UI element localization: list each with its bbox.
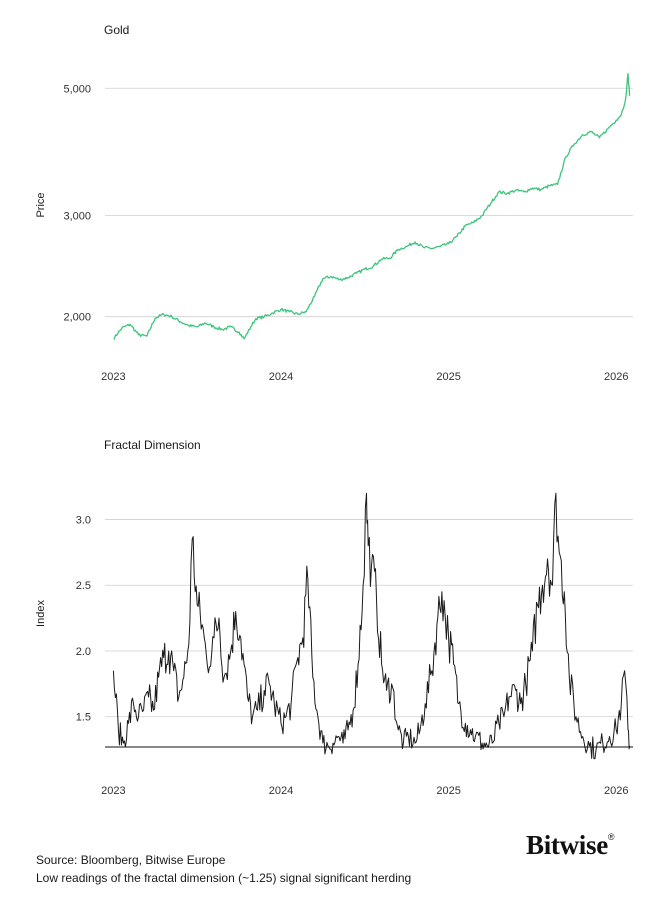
gold-price-chart: Gold 2,000 3,000 5,000 2023 2024 2025 2026 Price xyxy=(35,23,633,383)
footer-notes: Source: Bloomberg, Bitwise Europe Low re… xyxy=(36,851,411,887)
gold-y-tick-label: 5,000 xyxy=(63,83,91,95)
gold-x-tick-label: 2024 xyxy=(269,371,293,383)
gold-series-line xyxy=(113,73,631,340)
fractal-y-tick-label: 2.0 xyxy=(76,646,91,658)
brand-name: Bitwise xyxy=(526,830,608,860)
fractal-y-tick-label: 3.0 xyxy=(76,514,91,526)
gold-y-axis-label: Price xyxy=(35,192,47,217)
fractal-x-tick-label: 2024 xyxy=(269,785,293,797)
gold-y-tick-label: 2,000 xyxy=(63,312,91,324)
source-note: Source: Bloomberg, Bitwise Europe xyxy=(36,853,226,867)
fractal-y-tick-label: 2.5 xyxy=(76,580,91,592)
fractal-chart-title: Fractal Dimension xyxy=(104,438,201,452)
gold-y-tick-label: 3,000 xyxy=(63,211,91,223)
fractal-y-tick-label: 1.5 xyxy=(76,712,91,724)
gold-x-tick-label: 2023 xyxy=(101,371,125,383)
gold-x-tick-label: 2026 xyxy=(604,371,628,383)
fractal-series-line xyxy=(112,492,631,760)
registered-mark: ® xyxy=(607,832,615,842)
bitwise-logo: Bitwise® xyxy=(526,830,615,861)
herding-note: Low readings of the fractal dimension (~… xyxy=(36,871,412,885)
fractal-y-axis-label: Index xyxy=(35,600,47,627)
fractal-x-tick-label: 2023 xyxy=(101,785,125,797)
fractal-x-tick-label: 2025 xyxy=(436,785,460,797)
gold-chart-title: Gold xyxy=(104,23,129,37)
fractal-dimension-chart: Fractal Dimension 1.5 2.0 2.5 3.0 2023 2024 202… xyxy=(35,438,633,797)
gold-x-tick-label: 2025 xyxy=(436,371,460,383)
fractal-x-tick-label: 2026 xyxy=(604,785,628,797)
